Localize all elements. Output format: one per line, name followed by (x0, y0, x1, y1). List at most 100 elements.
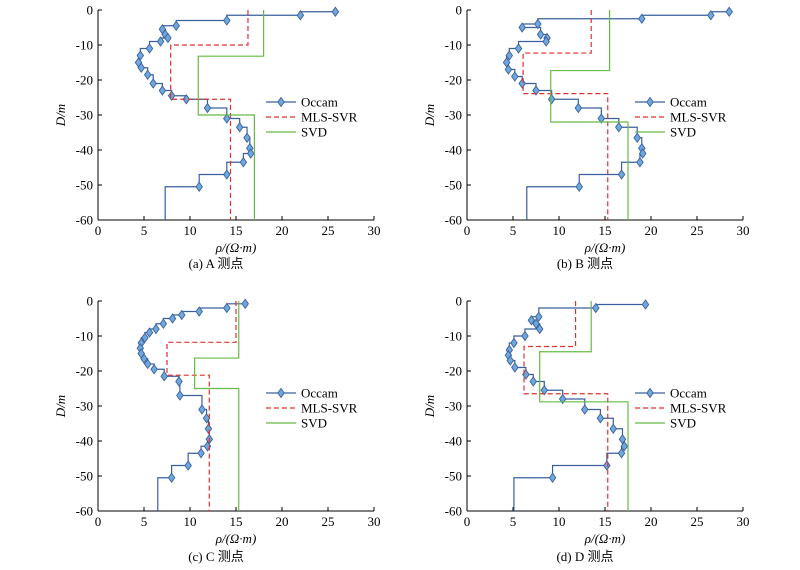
panel-caption: (d) D 测点 (556, 549, 613, 564)
data-point-marker (203, 440, 212, 452)
series-line-svd (194, 301, 240, 511)
x-tick-label: 25 (322, 223, 335, 238)
data-point-marker (548, 472, 557, 484)
data-point-marker (636, 156, 644, 168)
x-tick-label: 30 (737, 223, 750, 238)
chart-panel-4: 0 5 10 15 20 25 30 0 -10 -20 -30 -40 -50 -60 ρ/(Ω·m) D/… (422, 294, 750, 565)
data-point-marker (574, 102, 583, 114)
y-tick-label: -60 (445, 213, 462, 228)
chart-panel-2: 0 5 10 15 20 25 30 0 -10 -20 -30 -40 -50 -60 ρ/(Ω·m) D/… (422, 3, 750, 272)
y-tick-label: 0 (456, 3, 463, 18)
x-tick-label: 20 (276, 514, 289, 529)
y-tick-label: -60 (76, 213, 93, 228)
legend-label-mls: MLS-SVR (670, 401, 727, 416)
data-point-marker (246, 148, 255, 159)
data-point-marker (592, 302, 600, 314)
x-tick-label: 30 (368, 514, 381, 529)
data-point-marker (145, 43, 154, 54)
data-point-marker (527, 314, 536, 326)
data-point-marker (223, 169, 231, 180)
y-tick-label: -10 (445, 38, 462, 53)
legend-label-occam: Occam (670, 95, 707, 110)
data-point-marker (167, 472, 176, 484)
data-point-marker (235, 121, 244, 133)
data-point-marker (243, 132, 251, 144)
data-point-marker (521, 330, 529, 342)
data-point-marker (223, 15, 231, 26)
series-line-mls (522, 10, 609, 220)
series-line-occam (507, 301, 647, 511)
x-tick-label: 20 (276, 223, 289, 238)
y-tick-label: -40 (445, 143, 462, 158)
data-point-marker (603, 460, 611, 471)
y-tick-label: -50 (445, 469, 462, 484)
data-point-marker (149, 78, 157, 89)
y-tick-label: -30 (445, 108, 462, 123)
data-point-marker (331, 6, 340, 18)
y-axis-label: D/m (53, 395, 68, 418)
x-tick-label: 0 (95, 223, 102, 238)
legend-label-occam: Occam (301, 95, 338, 110)
y-tick-label: -30 (445, 399, 462, 414)
legend-label-svd: SVD (301, 125, 327, 140)
data-point-marker (617, 447, 626, 459)
data-point-marker (223, 302, 231, 314)
data-point-marker (506, 355, 514, 366)
data-point-marker (514, 43, 523, 54)
x-tick-label: 20 (645, 514, 658, 529)
data-point-marker (532, 85, 540, 96)
data-point-marker (184, 460, 192, 471)
data-point-marker (158, 85, 167, 96)
data-point-marker (143, 69, 152, 81)
series-line-mls (166, 301, 237, 511)
x-tick-label: 20 (645, 223, 658, 238)
data-point-marker (536, 29, 545, 40)
y-tick-label: -50 (445, 178, 462, 193)
data-point-marker (150, 363, 158, 375)
legend-label-mls: MLS-SVR (670, 110, 727, 125)
data-point-marker (596, 412, 605, 424)
data-point-marker (511, 362, 519, 373)
data-point-marker (615, 121, 623, 133)
data-point-marker (141, 332, 149, 344)
data-point-marker (510, 337, 518, 349)
data-point-marker (620, 440, 629, 452)
data-point-marker (202, 412, 211, 424)
x-tick-label: 10 (553, 514, 566, 529)
series-line-mls (170, 10, 249, 220)
x-axis-label: ρ/(Ω·m) (584, 531, 626, 546)
x-tick-label: 0 (464, 514, 471, 529)
x-tick-label: 25 (691, 514, 704, 529)
y-tick-label: -20 (445, 73, 462, 88)
data-point-marker (156, 36, 165, 47)
legend-label-svd: SVD (670, 416, 696, 431)
x-tick-label: 15 (599, 223, 612, 238)
x-axis-label: ρ/(Ω·m) (215, 531, 257, 546)
x-tick-label: 10 (553, 223, 566, 238)
panel-caption: (c) C 测点 (188, 549, 244, 564)
data-point-marker (176, 390, 184, 401)
x-tick-label: 5 (510, 223, 517, 238)
data-point-marker (617, 169, 626, 180)
legend-label-occam: Occam (301, 386, 338, 401)
data-point-marker (581, 404, 589, 415)
panel-caption: (a) A 测点 (189, 256, 244, 271)
data-point-marker (547, 93, 556, 105)
legend-label-mls: MLS-SVR (301, 110, 358, 125)
data-point-marker (535, 323, 544, 335)
legend-marker (277, 387, 285, 399)
y-tick-label: -10 (76, 329, 93, 344)
data-point-marker (160, 370, 168, 382)
data-point-marker (140, 353, 148, 365)
data-point-marker (511, 71, 519, 82)
series-line-svd (539, 301, 629, 511)
data-point-marker (638, 13, 646, 25)
data-point-marker (177, 309, 186, 321)
x-axis-label: ρ/(Ω·m) (584, 240, 626, 255)
y-axis-label: D/m (422, 395, 437, 418)
y-axis-label: D/m (53, 104, 68, 127)
data-point-marker (182, 93, 191, 105)
data-point-marker (145, 327, 154, 338)
legend-label-svd: SVD (301, 416, 327, 431)
chart-panel-1: 0 5 10 15 20 25 30 0 -10 -20 -30 -40 -50 -60 ρ/(Ω·m) D/… (53, 3, 381, 272)
